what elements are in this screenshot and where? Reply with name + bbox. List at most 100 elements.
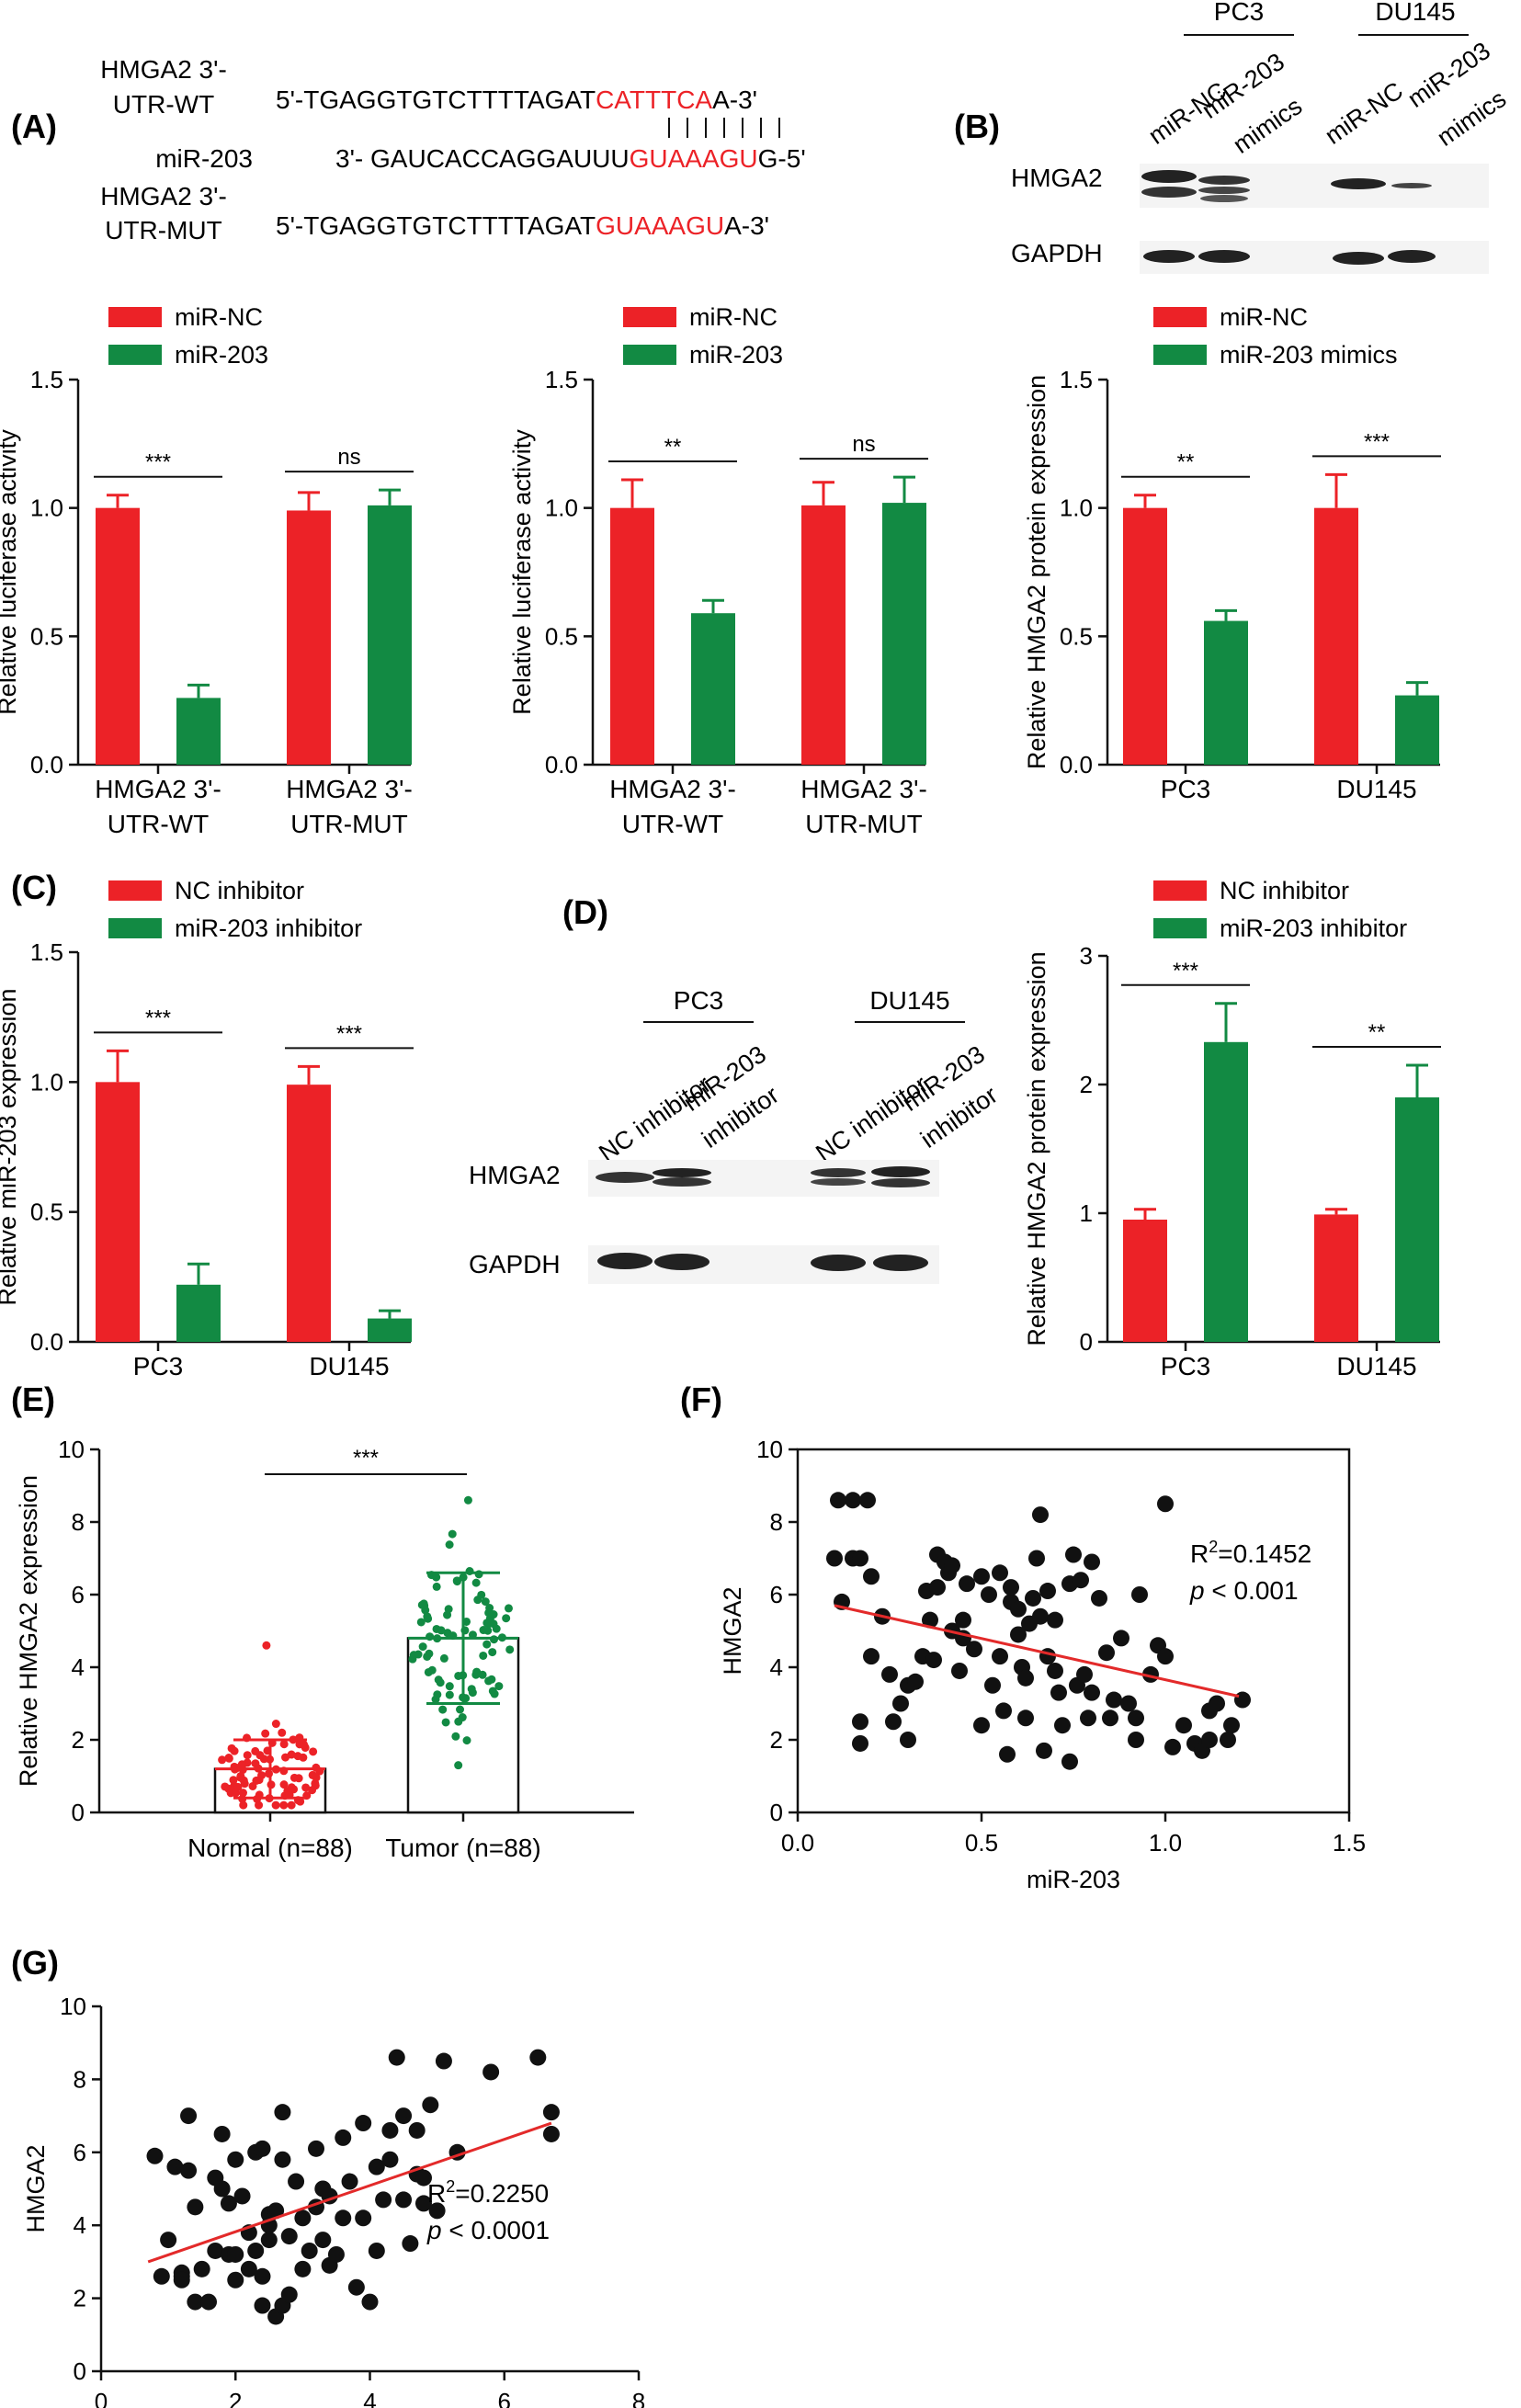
- data-point: [424, 1614, 433, 1623]
- y-tick-label: 10: [756, 1436, 783, 1463]
- data-point: [1080, 1709, 1096, 1727]
- data-point: [180, 2162, 198, 2179]
- y-axis-label: Relative HMGA2 protein expression: [1023, 951, 1050, 1346]
- data-point: [1128, 1709, 1144, 1727]
- bar: [96, 507, 140, 765]
- data-point: [900, 1732, 916, 1748]
- x-tick-label: 0.0: [781, 1829, 814, 1857]
- data-point: [287, 1800, 296, 1810]
- data-point: [260, 2232, 278, 2249]
- data-point: [973, 1717, 990, 1734]
- data-point: [274, 2104, 291, 2121]
- data-point: [981, 1586, 997, 1603]
- data-point: [279, 1740, 289, 1749]
- data-point: [227, 2245, 244, 2263]
- legend-label: miR-NC: [689, 303, 778, 331]
- data-point: [1128, 1732, 1144, 1748]
- data-point: [287, 1750, 296, 1759]
- bar: [1395, 695, 1439, 765]
- data-point: [308, 1786, 317, 1795]
- data-point: [341, 2173, 358, 2190]
- legend-label: miR-NC: [175, 303, 263, 331]
- data-point: [227, 2151, 244, 2168]
- data-point: [1157, 1495, 1174, 1513]
- data-point: [995, 1702, 1012, 1720]
- data-point: [227, 1744, 236, 1753]
- panel-a-sequences: (A) HMGA2 3'- UTR-WT 5'-TGAGGTGTCTTTTAGA…: [11, 55, 806, 244]
- panel-d-blot: (D) PC3 DU145 NC inhibitor miR-203 inhib…: [469, 893, 1003, 1284]
- data-point: [381, 2151, 399, 2168]
- panel-e-letter: (E): [11, 1380, 55, 1418]
- data-point: [445, 1690, 454, 1699]
- bar: [287, 1085, 331, 1342]
- data-point: [224, 1754, 233, 1763]
- bar: [610, 507, 654, 765]
- base-pair-lines: [668, 118, 780, 138]
- legend-swatch: [1153, 345, 1207, 365]
- mir-label: miR-203: [155, 144, 253, 173]
- panel-f-letter: (F): [680, 1380, 722, 1418]
- chart-f: 0 2 4 6 8 10 0.0 0.5 1.0 1.5 miR-203 HMGA2 R2=0.1452…: [719, 1436, 1366, 1893]
- legend-swatch: [108, 345, 162, 365]
- data-point: [247, 2242, 265, 2259]
- x-tick-label: UTR-WT: [622, 810, 723, 838]
- wt-label-1: HMGA2 3'-: [100, 55, 227, 84]
- data-point: [445, 1540, 454, 1550]
- data-point: [1050, 1684, 1067, 1701]
- y-tick-label: 0.5: [30, 622, 63, 650]
- data-point: [254, 2267, 271, 2285]
- data-point: [1098, 1644, 1115, 1662]
- data-point: [180, 2107, 198, 2125]
- data-point: [283, 1787, 292, 1796]
- y-axis-label: HMGA2: [22, 2144, 50, 2232]
- data-point: [444, 1605, 453, 1614]
- data-point: [1065, 1546, 1082, 1563]
- data-point: [1032, 1506, 1049, 1524]
- data-point: [1201, 1732, 1218, 1748]
- data-point: [231, 1789, 240, 1798]
- data-point: [474, 1570, 483, 1579]
- data-point: [1113, 1630, 1129, 1647]
- data-point: [1164, 1738, 1181, 1755]
- data-point: [441, 1718, 450, 1727]
- y-tick-label: 1.5: [1060, 366, 1093, 393]
- data-point: [280, 2286, 298, 2303]
- legend-swatch: [108, 918, 162, 938]
- legend-label: miR-203: [689, 341, 783, 369]
- data-point: [355, 2115, 372, 2132]
- panel-c-letter: (C): [11, 869, 57, 906]
- data-point: [1054, 1717, 1071, 1734]
- data-point: [187, 2293, 204, 2311]
- data-point: [1010, 1626, 1027, 1643]
- y-tick-label: 0: [770, 1799, 783, 1826]
- data-point: [490, 1689, 499, 1698]
- x-tick-label: PC3: [1161, 775, 1210, 803]
- data-point: [288, 2173, 305, 2190]
- data-point: [173, 2271, 190, 2289]
- bar: [368, 1318, 412, 1342]
- data-point: [381, 2121, 399, 2139]
- data-point: [542, 2125, 560, 2142]
- data-point: [301, 1783, 311, 1792]
- data-point: [494, 1682, 504, 1691]
- x-tick-label: 0.5: [965, 1829, 998, 1857]
- data-point: [218, 1755, 227, 1765]
- y-axis-label: HMGA2: [719, 1586, 746, 1675]
- data-point: [431, 1695, 440, 1704]
- data-point: [301, 2242, 318, 2259]
- panel-d-letter: (D): [562, 893, 608, 931]
- data-point: [312, 1773, 321, 1782]
- y-tick-label: 2: [770, 1726, 783, 1754]
- data-point: [922, 1611, 938, 1629]
- data-point: [432, 1582, 441, 1591]
- data-point: [261, 1729, 270, 1738]
- y-tick-label: 1.0: [30, 1068, 63, 1096]
- data-point: [251, 1746, 260, 1755]
- data-point: [456, 1705, 465, 1714]
- data-point: [852, 1713, 868, 1731]
- data-point: [999, 1745, 1016, 1763]
- data-point: [502, 1614, 511, 1623]
- data-point: [146, 2147, 164, 2164]
- data-point: [863, 1648, 880, 1665]
